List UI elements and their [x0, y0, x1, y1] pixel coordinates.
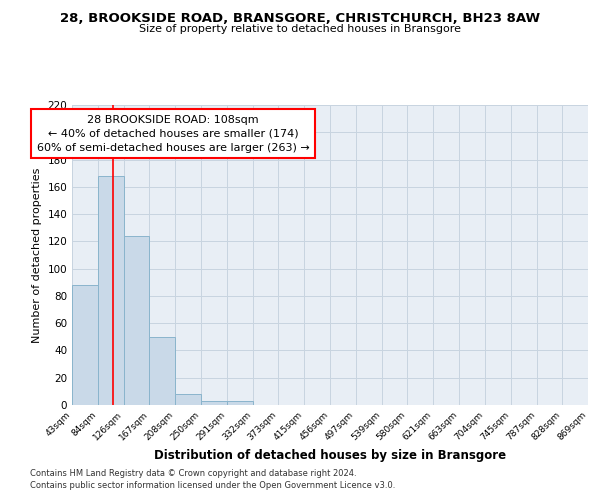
Text: Contains HM Land Registry data © Crown copyright and database right 2024.: Contains HM Land Registry data © Crown c… — [30, 468, 356, 477]
Text: Contains public sector information licensed under the Open Government Licence v3: Contains public sector information licen… — [30, 481, 395, 490]
Bar — [124, 236, 149, 405]
Text: Size of property relative to detached houses in Bransgore: Size of property relative to detached ho… — [139, 24, 461, 34]
Bar — [72, 285, 98, 405]
Bar — [98, 176, 124, 405]
Text: 28, BROOKSIDE ROAD, BRANSGORE, CHRISTCHURCH, BH23 8AW: 28, BROOKSIDE ROAD, BRANSGORE, CHRISTCHU… — [60, 12, 540, 26]
Bar — [175, 394, 202, 405]
Y-axis label: Number of detached properties: Number of detached properties — [32, 168, 42, 342]
Bar — [227, 401, 253, 405]
X-axis label: Distribution of detached houses by size in Bransgore: Distribution of detached houses by size … — [154, 449, 506, 462]
Text: 28 BROOKSIDE ROAD: 108sqm
← 40% of detached houses are smaller (174)
60% of semi: 28 BROOKSIDE ROAD: 108sqm ← 40% of detac… — [37, 114, 310, 152]
Bar — [202, 401, 227, 405]
Bar — [149, 337, 175, 405]
